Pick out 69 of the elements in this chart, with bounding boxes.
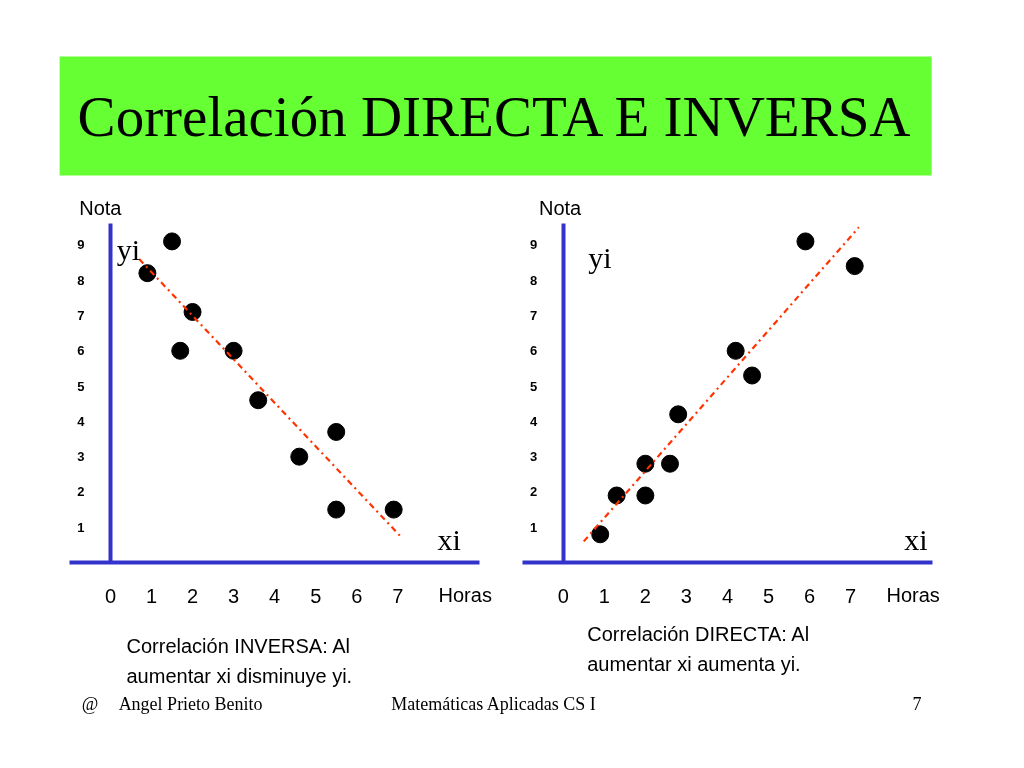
x-axis-title: Horas <box>438 583 492 606</box>
x-tick-label: 0 <box>104 584 117 607</box>
point <box>327 422 346 441</box>
chart-title: Correlación DIRECTA E INVERSA <box>77 84 911 148</box>
point <box>224 341 243 360</box>
point <box>796 232 815 251</box>
y-tick-label: 6 <box>77 343 85 359</box>
point <box>163 232 182 251</box>
x-tick-label: 6 <box>351 584 363 607</box>
y-tick-label: 8 <box>530 272 538 288</box>
point <box>607 486 626 505</box>
x-tick-label: 2 <box>186 584 199 607</box>
y-axis-title: Nota <box>538 197 583 220</box>
point <box>636 486 655 505</box>
text: Correlación INVERSA: Al aumentar xi disminuye yi. <box>126 634 353 688</box>
point <box>290 447 309 466</box>
point <box>327 500 346 519</box>
y-tick-label: 9 <box>77 237 85 253</box>
annotation: yi <box>116 232 140 266</box>
point <box>636 454 655 473</box>
x-tick-label: 1 <box>598 584 610 607</box>
y-tick-label: 6 <box>530 343 538 359</box>
point <box>743 366 762 385</box>
y-tick-label: 4 <box>77 413 86 429</box>
y-tick-label: 3 <box>77 449 85 465</box>
x-tick-label: 3 <box>228 584 240 607</box>
x-tick-label: 4 <box>721 584 734 607</box>
y-tick-label: 5 <box>530 378 538 394</box>
x-tick-label: 6 <box>804 584 816 607</box>
y-tick-label: 1 <box>77 519 85 535</box>
y-tick-label: 2 <box>77 484 85 500</box>
y-tick-label: 3 <box>530 449 538 465</box>
annotation: xi <box>437 522 461 556</box>
x-tick-label: 1 <box>145 584 158 607</box>
x-tick-label: 5 <box>762 584 775 607</box>
annotation: yi <box>588 240 612 274</box>
y-tick-label: 8 <box>77 272 85 288</box>
point <box>138 264 157 283</box>
x-tick-label: 4 <box>269 584 281 607</box>
point <box>384 500 403 519</box>
point <box>660 454 679 473</box>
x-tick-label: 2 <box>639 584 651 607</box>
point <box>183 302 202 321</box>
x-tick-label: 7 <box>392 584 404 607</box>
y-tick-label: 4 <box>530 413 539 429</box>
x-axis-title: Horas <box>886 583 940 606</box>
y-axis-title: Nota <box>79 197 123 220</box>
y-tick-label: 5 <box>77 378 85 394</box>
x-tick-label: 0 <box>557 584 569 607</box>
point <box>669 405 688 424</box>
point <box>726 341 745 360</box>
y-tick-label: 1 <box>530 519 538 535</box>
y-tick-label: 7 <box>530 308 538 324</box>
y-tick-label: 2 <box>530 484 538 500</box>
text: Angel Prieto Benito <box>118 693 263 714</box>
text: Correlación DIRECTA: Al aumentar xi aumenta yi. <box>587 623 810 676</box>
point <box>845 257 864 276</box>
annotation: xi <box>904 522 928 556</box>
text: Matemáticas Aplicadas CS I <box>391 693 596 714</box>
text: 7 <box>912 694 922 715</box>
y-tick-label: 9 <box>530 237 538 253</box>
point <box>591 525 610 544</box>
text: @ <box>81 693 99 714</box>
point <box>171 341 190 360</box>
point <box>249 391 268 410</box>
x-tick-label: 3 <box>680 584 692 607</box>
x-tick-label: 5 <box>310 584 322 607</box>
x-tick-label: 7 <box>845 584 857 607</box>
y-tick-label: 7 <box>77 308 85 324</box>
